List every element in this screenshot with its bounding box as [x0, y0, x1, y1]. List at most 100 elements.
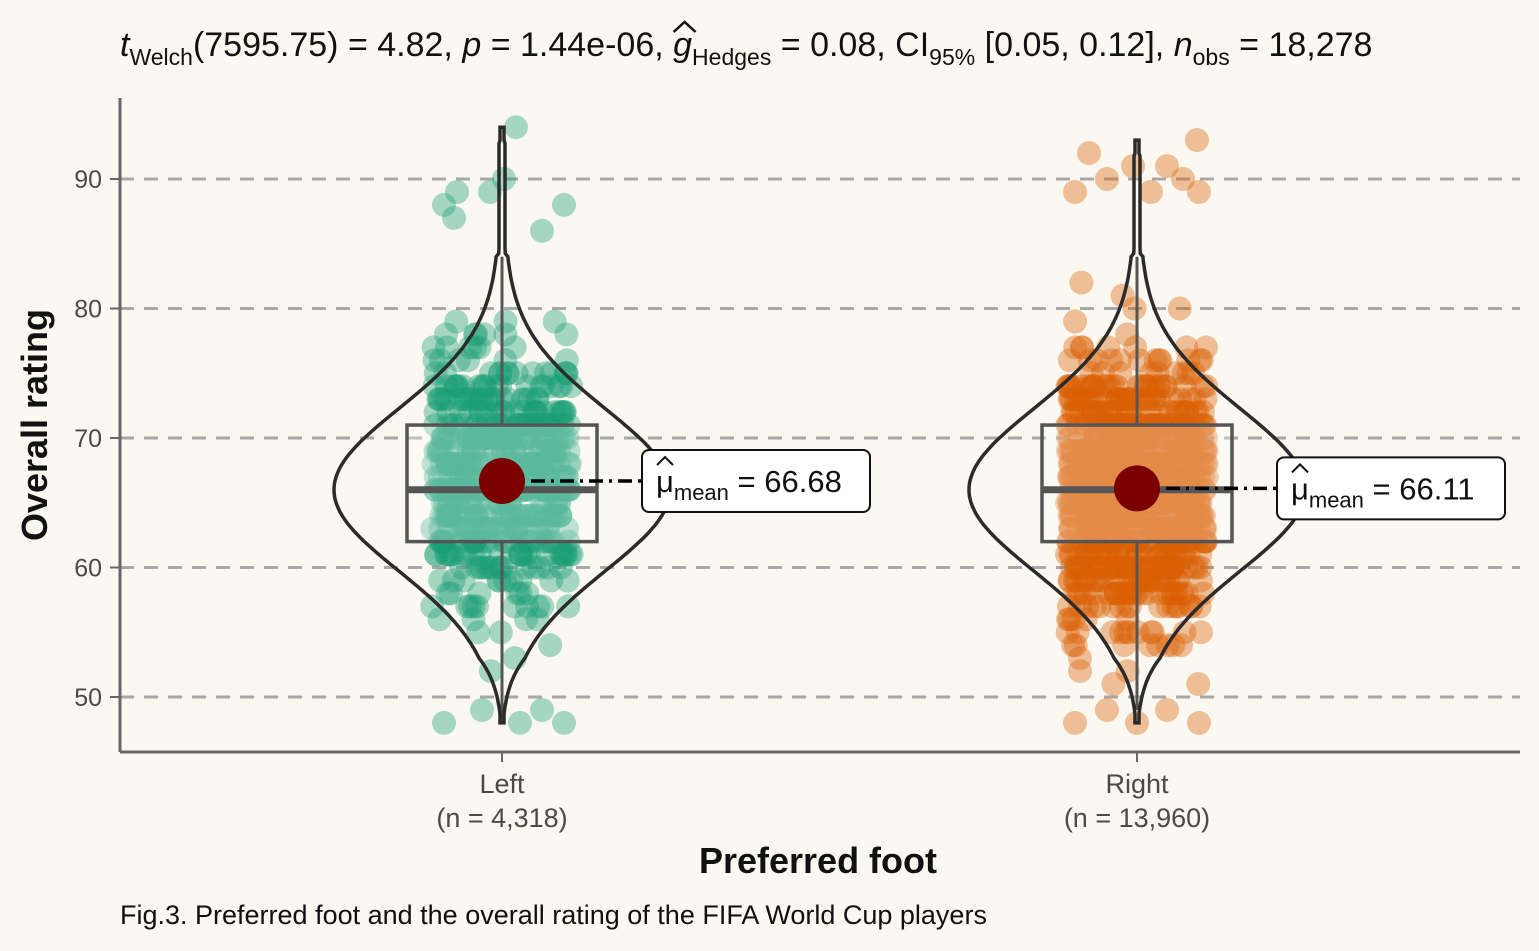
- data-point: [461, 426, 486, 450]
- data-point: [1058, 451, 1083, 476]
- data-point: [1148, 542, 1173, 567]
- data-point: [1137, 633, 1162, 658]
- data-point: [1065, 516, 1090, 541]
- data-point: [1149, 555, 1174, 580]
- data-point: [1149, 439, 1173, 463]
- data-point: [1172, 490, 1197, 515]
- violin-left: [332, 125, 672, 725]
- data-point: [522, 503, 547, 528]
- data-point: [437, 503, 462, 528]
- data-point: [1102, 503, 1127, 528]
- data-point: [1058, 374, 1083, 399]
- data-point: [1080, 542, 1105, 567]
- data-point: [1101, 400, 1125, 425]
- data-point: [1065, 620, 1090, 645]
- data-point: [1160, 581, 1185, 606]
- data-point: [1057, 374, 1082, 399]
- data-point: [1056, 464, 1081, 489]
- data-point: [1059, 516, 1084, 541]
- data-point: [1056, 607, 1080, 632]
- data-point: [521, 464, 546, 489]
- data-point: [532, 451, 557, 476]
- data-point: [1115, 659, 1140, 684]
- data-point: [1068, 555, 1093, 580]
- mu-hat-left: [656, 455, 674, 466]
- data-point: [1111, 555, 1135, 580]
- data-point: [1093, 490, 1118, 515]
- data-point: [1068, 387, 1093, 412]
- data-point: [1057, 426, 1082, 450]
- data-point: [456, 426, 481, 450]
- data-point: [1063, 710, 1087, 735]
- data-point: [1169, 581, 1194, 606]
- data-point: [1059, 542, 1084, 567]
- data-point: [1069, 439, 1094, 463]
- data-point: [524, 503, 549, 528]
- data-point: [1067, 581, 1092, 606]
- data-point: [1079, 490, 1104, 515]
- data-point: [1134, 374, 1159, 399]
- data-point: [557, 542, 582, 567]
- data-point: [1123, 581, 1148, 606]
- data-point: [1133, 426, 1158, 450]
- data-point: [1111, 581, 1136, 606]
- data-point: [1146, 387, 1171, 412]
- data-point: [1160, 451, 1185, 476]
- data-point: [1118, 516, 1143, 541]
- data-point: [1130, 426, 1155, 450]
- data-point: [1181, 490, 1206, 515]
- data-point: [1161, 555, 1186, 580]
- data-point: [1076, 451, 1101, 476]
- data-point: [553, 542, 578, 567]
- data-point: [1057, 568, 1082, 593]
- data-point: [1095, 167, 1119, 191]
- data-point: [508, 581, 533, 606]
- data-point: [1119, 516, 1144, 541]
- data-point: [1108, 361, 1133, 386]
- data-point: [1080, 439, 1105, 463]
- data-point: [494, 503, 519, 528]
- data-point: [556, 451, 581, 476]
- data-point: [480, 555, 504, 580]
- data-point: [1172, 400, 1196, 425]
- data-point: [427, 439, 452, 463]
- data-point: [1087, 542, 1112, 567]
- data-point: [517, 451, 541, 476]
- data-point: [527, 451, 552, 476]
- data-point: [510, 439, 535, 463]
- data-point: [539, 426, 564, 450]
- data-point: [1097, 581, 1121, 606]
- data-point: [1070, 464, 1095, 489]
- data-point: [510, 387, 535, 412]
- data-point: [437, 503, 462, 528]
- data-point: [525, 516, 550, 541]
- data-point: [1152, 426, 1177, 450]
- data-point: [1182, 490, 1207, 515]
- data-point: [541, 451, 566, 476]
- data-point: [1117, 568, 1142, 593]
- data-point: [1151, 555, 1176, 580]
- data-point: [1101, 555, 1126, 580]
- data-point: [1069, 451, 1094, 476]
- data-point: [1063, 464, 1088, 489]
- data-point: [446, 451, 471, 476]
- data-point: [436, 542, 461, 567]
- data-point: [1072, 568, 1097, 593]
- data-point: [1155, 516, 1180, 541]
- data-point: [1181, 464, 1206, 489]
- data-point: [1094, 387, 1118, 412]
- data-point: [529, 490, 554, 515]
- data-point: [1134, 387, 1159, 412]
- data-point: [457, 451, 482, 476]
- data-point: [1058, 516, 1082, 541]
- data-point: [1161, 555, 1186, 580]
- data-point: [1159, 516, 1183, 541]
- data-point: [1099, 348, 1124, 373]
- data-point: [1190, 503, 1215, 528]
- data-point: [493, 309, 518, 334]
- data-point: [529, 516, 554, 541]
- points-right: [1055, 128, 1219, 735]
- data-point: [550, 400, 575, 425]
- data-point: [524, 400, 549, 425]
- data-point: [1151, 555, 1176, 580]
